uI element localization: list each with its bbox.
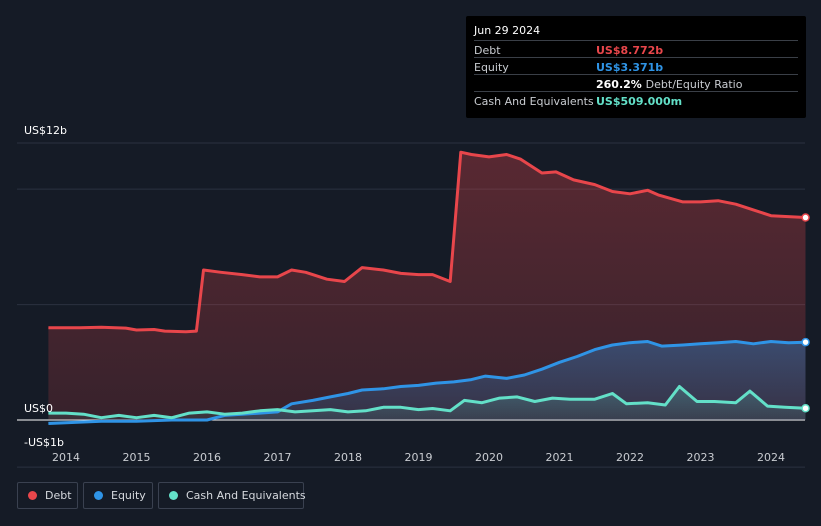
- line-debt: [48, 150, 806, 334]
- chart-endpoints: [801, 213, 810, 413]
- y-tick-label-1: US$0: [24, 402, 53, 415]
- legend-label-cash: Cash And Equivalents: [186, 489, 306, 502]
- legend-dot-debt-icon: [28, 491, 37, 500]
- tooltip-value-equity: US$3.371b: [596, 61, 664, 74]
- tooltip-date: Jun 29 2024: [474, 24, 541, 37]
- tooltip-row-debt: Debt US$8.772b: [474, 40, 798, 58]
- x-tick-label-2017: 2017: [264, 451, 292, 464]
- y-axis-ticks: US$12b US$0 -US$1b: [24, 124, 67, 449]
- tooltip-label-cash: Cash And Equivalents: [474, 95, 594, 108]
- tooltip-value-debt: US$8.772b: [596, 44, 664, 57]
- y-tick-label-0: US$12b: [24, 124, 67, 137]
- x-tick-label-2018: 2018: [334, 451, 362, 464]
- legend-dot-cash-icon: [169, 491, 178, 500]
- x-tick-label-2015: 2015: [123, 451, 151, 464]
- y-tick-label-2: -US$1b: [24, 436, 64, 449]
- tooltip-value-cash: US$509.000m: [596, 95, 683, 108]
- tooltip-label-debt: Debt: [474, 44, 501, 57]
- x-tick-label-2019: 2019: [405, 451, 433, 464]
- legend-item-equity[interactable]: Equity: [83, 482, 153, 509]
- x-tick-label-2016: 2016: [193, 451, 221, 464]
- endpoint-cash[interactable]: [801, 404, 810, 413]
- endpoint-debt[interactable]: [801, 213, 810, 222]
- tooltip-row-equity: Equity US$3.371b: [474, 57, 798, 75]
- legend-label-debt: Debt: [45, 489, 72, 502]
- tooltip-ratio-label: Debt/Equity Ratio: [645, 78, 743, 91]
- legend-item-cash[interactable]: Cash And Equivalents: [158, 482, 306, 509]
- x-tick-label-2021: 2021: [546, 451, 574, 464]
- x-tick-label-2020: 2020: [475, 451, 503, 464]
- legend-item-debt[interactable]: Debt: [17, 482, 78, 509]
- chart-lines: [48, 150, 806, 425]
- x-tick-label-2014: 2014: [52, 451, 80, 464]
- data-tooltip: Jun 29 2024 Debt US$8.772b Equity US$3.3…: [466, 16, 806, 118]
- legend-label-equity: Equity: [111, 489, 146, 502]
- tooltip-value-ratio: 260.2%: [596, 78, 642, 91]
- tooltip-ratio-wrap: 260.2% Debt/Equity Ratio: [596, 78, 742, 91]
- chart-areas: [48, 152, 806, 424]
- legend-dot-equity-icon: [94, 491, 103, 500]
- x-tick-label-2023: 2023: [687, 451, 715, 464]
- tooltip-row-cash: Cash And Equivalents US$509.000m: [474, 91, 798, 109]
- x-tick-label-2024: 2024: [757, 451, 785, 464]
- tooltip-label-equity: Equity: [474, 61, 509, 74]
- area-cash: [48, 386, 806, 420]
- line-cash: [48, 385, 806, 420]
- x-tick-label-2022: 2022: [616, 451, 644, 464]
- x-axis-ticks: 2014 2015 2016 2017 2018 2019 2020 2021 2022 2023…: [52, 451, 785, 464]
- endpoint-equity[interactable]: [801, 337, 810, 347]
- tooltip-row-ratio: 260.2% Debt/Equity Ratio: [474, 74, 798, 92]
